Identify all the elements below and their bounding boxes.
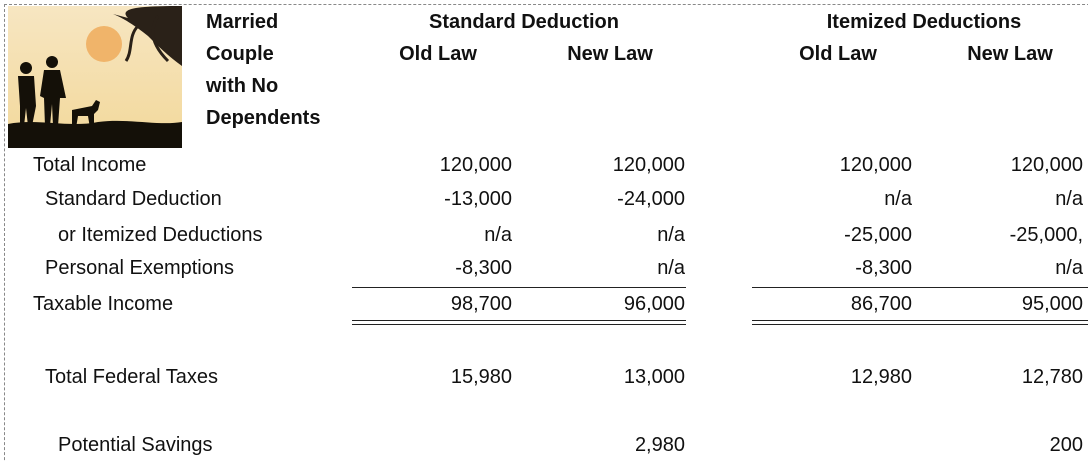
header-label: Dependents (206, 106, 320, 130)
cell-value: -25,000 (712, 223, 912, 247)
cell-value: 96,000 (485, 292, 685, 316)
header-label: with No (206, 74, 278, 98)
page: Married Couple with No Dependents Standard D… (0, 0, 1088, 462)
couple-photo (8, 6, 182, 148)
header-label: Married (206, 10, 278, 34)
total-rule (352, 320, 686, 321)
cell-value: -13,000 (312, 187, 512, 211)
row-label: Total Federal Taxes (45, 365, 218, 389)
cell-value: n/a (312, 223, 512, 247)
cell-value: 15,980 (312, 365, 512, 389)
cell-value: 120,000 (312, 153, 512, 177)
row-label: Personal Exemptions (45, 256, 234, 280)
column-header: New Law (910, 42, 1088, 66)
cell-value: 95,000 (883, 292, 1083, 316)
column-header: New Law (510, 42, 710, 66)
cell-value: 120,000 (883, 153, 1083, 177)
cell-value: 12,980 (712, 365, 912, 389)
column-header: Old Law (738, 42, 938, 66)
row-label: Standard Deduction (45, 187, 222, 211)
cell-value: n/a (883, 256, 1083, 280)
row-label: or Itemized Deductions (58, 223, 263, 247)
row-label: Total Income (33, 153, 146, 177)
total-rule (752, 320, 1088, 321)
cell-value: -24,000 (485, 187, 685, 211)
cell-value: -8,300 (312, 256, 512, 280)
column-header: Old Law (338, 42, 538, 66)
total-rule (752, 324, 1088, 325)
cell-value: 120,000 (485, 153, 685, 177)
cell-value: n/a (485, 223, 685, 247)
cell-value: 2,980 (485, 433, 685, 457)
row-label: Taxable Income (33, 292, 173, 316)
row-label: Potential Savings (58, 433, 213, 457)
cell-value: 86,700 (712, 292, 912, 316)
cell-value: 13,000 (485, 365, 685, 389)
group-title: Itemized Deductions (724, 10, 1088, 34)
cell-value: -25,000, (883, 223, 1083, 247)
header-label: Couple (206, 42, 274, 66)
cell-value: n/a (712, 187, 912, 211)
cell-value: n/a (883, 187, 1083, 211)
cell-value: n/a (485, 256, 685, 280)
cell-value: 98,700 (312, 292, 512, 316)
cell-value: 120,000 (712, 153, 912, 177)
subtotal-rule (752, 287, 1088, 288)
cell-value: 200 (883, 433, 1083, 457)
cell-value: -8,300 (712, 256, 912, 280)
cell-value: 12,780 (883, 365, 1083, 389)
subtotal-rule (352, 287, 686, 288)
group-title: Standard Deduction (324, 10, 724, 34)
total-rule (352, 324, 686, 325)
